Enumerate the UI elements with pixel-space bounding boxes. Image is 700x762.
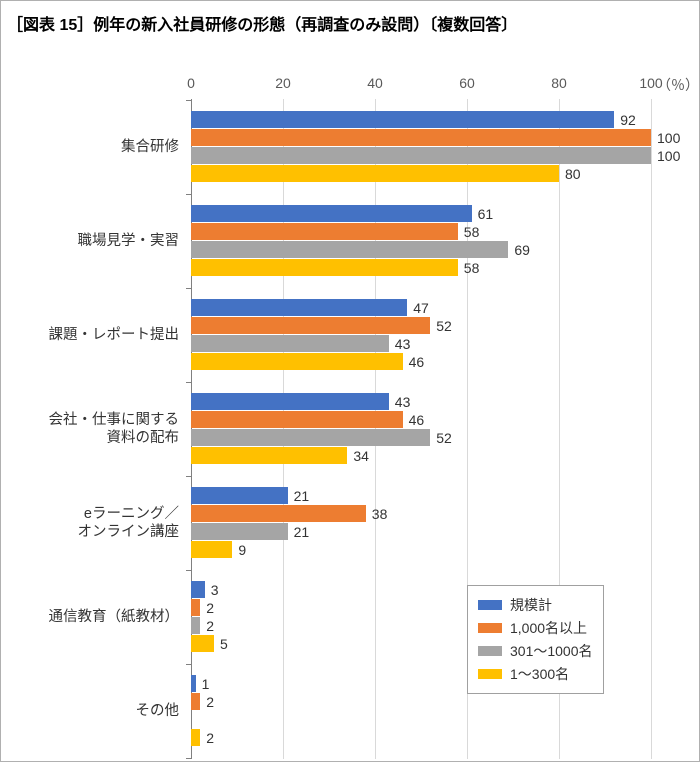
x-tick-label: 20 (275, 75, 291, 91)
value-label: 52 (436, 318, 452, 334)
legend-label: 1,000名以上 (510, 618, 587, 638)
y-tick (186, 476, 191, 477)
legend-label: 1～300名 (510, 664, 569, 684)
bar (191, 617, 200, 634)
value-label: 43 (395, 394, 411, 410)
legend: 規模計 1,000名以上 301～1000名 1～300名 (467, 585, 604, 694)
legend-item: 301～1000名 (478, 641, 593, 661)
bar (191, 447, 347, 464)
bar (191, 581, 205, 598)
value-label: 100 (657, 148, 680, 164)
value-label: 21 (294, 524, 310, 540)
legend-item: 規模計 (478, 595, 593, 615)
chart-title: ［図表 15］例年の新入社員研修の形態（再調査のみ設問）〔複数回答〕 (1, 1, 699, 41)
value-label: 52 (436, 430, 452, 446)
bar (191, 729, 200, 746)
bar (191, 129, 651, 146)
value-label: 92 (620, 112, 636, 128)
bar (191, 205, 472, 222)
bar (191, 487, 288, 504)
bar (191, 165, 559, 182)
value-label: 2 (206, 694, 214, 710)
value-label: 2 (206, 730, 214, 746)
bar (191, 335, 389, 352)
bar (191, 635, 214, 652)
y-tick (186, 288, 191, 289)
category-label: eラーニング／オンライン講座 (1, 505, 185, 541)
legend-swatch (478, 600, 502, 610)
y-tick (186, 382, 191, 383)
value-label: 1 (202, 676, 210, 692)
legend-swatch (478, 646, 502, 656)
bar (191, 429, 430, 446)
category-label: その他 (1, 702, 185, 720)
x-tick-label: 60 (459, 75, 475, 91)
value-label: 58 (464, 260, 480, 276)
x-tick-label: 80 (551, 75, 567, 91)
y-tick (186, 194, 191, 195)
bar (191, 675, 196, 692)
value-label: 34 (353, 448, 369, 464)
bar (191, 147, 651, 164)
bar (191, 223, 458, 240)
value-label: 46 (409, 412, 425, 428)
legend-swatch (478, 623, 502, 633)
bar (191, 599, 200, 616)
value-label: 43 (395, 336, 411, 352)
x-axis-unit: （％） (657, 75, 699, 95)
value-label: 3 (211, 582, 219, 598)
value-label: 58 (464, 224, 480, 240)
legend-item: 1,000名以上 (478, 618, 593, 638)
value-label: 38 (372, 506, 388, 522)
value-label: 9 (238, 542, 246, 558)
value-label: 80 (565, 166, 581, 182)
legend-swatch (478, 669, 502, 679)
category-label: 会社・仕事に関する資料の配布 (1, 411, 185, 447)
bar (191, 317, 430, 334)
chart-area: 9210010080615869584752434643465234213821… (1, 41, 700, 761)
bar (191, 393, 389, 410)
figure-container: ［図表 15］例年の新入社員研修の形態（再調査のみ設問）〔複数回答〕 92100… (0, 0, 700, 762)
value-label: 61 (478, 206, 494, 222)
x-tick-label: 40 (367, 75, 383, 91)
value-label: 69 (514, 242, 530, 258)
bar (191, 411, 403, 428)
gridline (651, 99, 652, 759)
bar (191, 523, 288, 540)
bar (191, 353, 403, 370)
bar (191, 259, 458, 276)
value-label: 46 (409, 354, 425, 370)
value-label: 47 (413, 300, 429, 316)
bar (191, 693, 200, 710)
category-label: 集合研修 (1, 138, 185, 156)
bar (191, 505, 366, 522)
legend-label: 301～1000名 (510, 641, 593, 661)
bar (191, 241, 508, 258)
value-label: 2 (206, 618, 214, 634)
legend-label: 規模計 (510, 595, 552, 615)
value-label: 100 (657, 130, 680, 146)
category-label: 課題・レポート提出 (1, 326, 185, 344)
category-label: 職場見学・実習 (1, 232, 185, 250)
value-label: 5 (220, 636, 228, 652)
bar (191, 111, 614, 128)
x-tick-label: 0 (187, 75, 195, 91)
category-label: 通信教育（紙教材） (1, 608, 185, 626)
bar (191, 541, 232, 558)
value-label: 2 (206, 600, 214, 616)
y-tick (186, 664, 191, 665)
legend-item: 1～300名 (478, 664, 593, 684)
y-tick (186, 100, 191, 101)
y-tick (186, 570, 191, 571)
value-label: 21 (294, 488, 310, 504)
bar (191, 299, 407, 316)
